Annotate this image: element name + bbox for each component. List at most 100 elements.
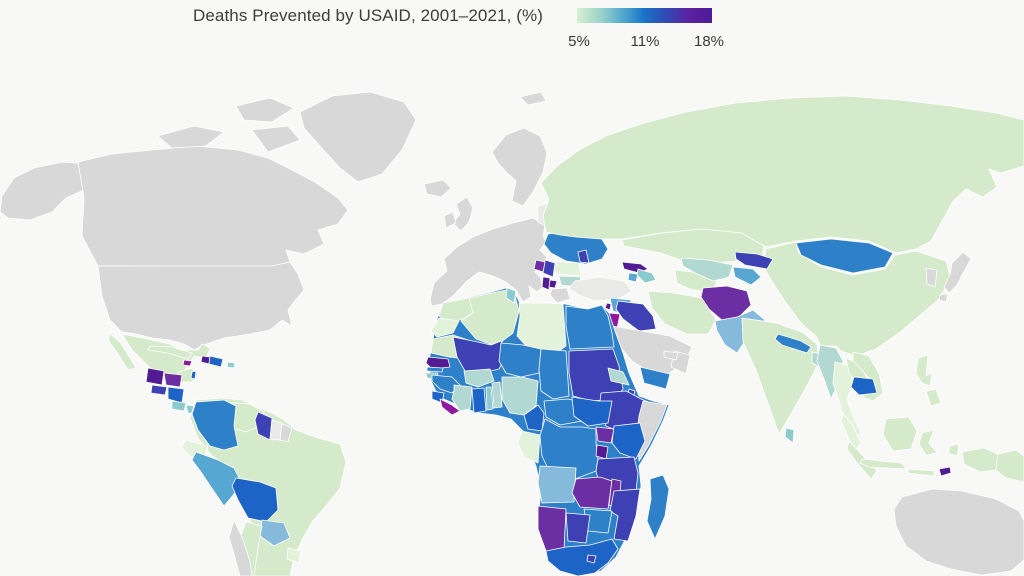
country-albania[interactable]: [541, 276, 551, 291]
country-benin[interactable]: [491, 381, 503, 409]
country-guatemala[interactable]: [145, 367, 165, 386]
country-kyrgyzstan[interactable]: [734, 251, 774, 270]
country-south-africa[interactable]: [545, 538, 619, 576]
country-uae: [663, 350, 679, 361]
country-uzbekistan[interactable]: [680, 257, 734, 282]
country-greenland: [299, 91, 417, 183]
country-iceland: [423, 179, 452, 198]
country-angola[interactable]: [537, 465, 577, 504]
country-egypt[interactable]: [565, 304, 615, 350]
country-australia: [893, 488, 1024, 576]
country-gabon-congo[interactable]: [517, 430, 541, 464]
country-papua-new-guinea[interactable]: [995, 449, 1024, 483]
country-philippines[interactable]: [925, 388, 942, 407]
country-indonesia[interactable]: [918, 429, 938, 456]
country-namibia[interactable]: [537, 505, 567, 552]
country-moldova[interactable]: [577, 249, 590, 264]
country-canada: [235, 97, 295, 123]
country-sri-lanka[interactable]: [784, 427, 795, 444]
country-armenia[interactable]: [627, 272, 639, 283]
country-nicaragua[interactable]: [167, 386, 185, 404]
country-eritrea[interactable]: [607, 367, 630, 386]
country-uganda[interactable]: [595, 426, 615, 444]
country-iran[interactable]: [647, 290, 717, 335]
country-azerbaijan[interactable]: [636, 268, 657, 284]
country-south-sudan[interactable]: [571, 396, 613, 427]
country-indonesia[interactable]: [907, 468, 936, 477]
country-ghana[interactable]: [471, 387, 487, 414]
country-cameroon[interactable]: [523, 404, 545, 432]
country-gambia[interactable]: [426, 366, 444, 373]
country-haiti[interactable]: [200, 355, 211, 365]
country-jamaica[interactable]: [182, 359, 193, 367]
country-japan: [943, 251, 972, 294]
page-title: Deaths Prevented by USAID, 2001–2021, (%…: [193, 6, 543, 25]
country-cuba[interactable]: [147, 345, 193, 360]
country-indonesia[interactable]: [882, 416, 918, 452]
country-tunisia[interactable]: [505, 287, 517, 304]
country-madagascar[interactable]: [646, 474, 670, 540]
country-indonesia[interactable]: [947, 443, 960, 457]
country-tajikistan[interactable]: [732, 266, 762, 286]
country-costa-rica[interactable]: [171, 400, 187, 412]
country-niger[interactable]: [498, 342, 542, 378]
country-western-sahara[interactable]: [430, 317, 460, 338]
country-uruguay[interactable]: [286, 547, 302, 564]
country-united-kingdom: [452, 196, 474, 232]
country-chad[interactable]: [538, 348, 570, 400]
country-dominican-republic[interactable]: [208, 355, 224, 368]
country-belize[interactable]: [190, 370, 197, 380]
country-liberia[interactable]: [439, 398, 461, 416]
legend-gradient: [577, 8, 712, 23]
country-mexico[interactable]: [107, 333, 137, 371]
country-chile: [228, 519, 253, 576]
country-cote-divoire[interactable]: [451, 384, 473, 412]
country-canada: [251, 125, 301, 153]
country-iraq[interactable]: [615, 300, 657, 332]
country-zambia[interactable]: [571, 476, 613, 510]
country-philippines[interactable]: [915, 354, 933, 387]
country-kenya[interactable]: [611, 422, 646, 460]
country-togo[interactable]: [485, 386, 494, 411]
country-scandinavia: [491, 127, 548, 207]
country-honduras[interactable]: [163, 372, 183, 388]
country-cambodia[interactable]: [850, 376, 878, 396]
country-nepal[interactable]: [774, 333, 812, 354]
legend-tick-max: 18%: [693, 33, 725, 50]
country-canada: [157, 125, 225, 149]
country-turkey: [568, 276, 633, 302]
country-botswana[interactable]: [565, 512, 591, 544]
country-bosnia[interactable]: [533, 259, 546, 273]
country-timor-leste[interactable]: [938, 466, 952, 477]
country-french-guiana: [279, 423, 293, 443]
country-canada: [77, 145, 349, 268]
map-layer: [0, 91, 1024, 576]
country-ireland: [443, 211, 457, 229]
country-yemen[interactable]: [639, 366, 671, 390]
country-el-salvador[interactable]: [150, 384, 168, 396]
country-indonesia[interactable]: [961, 447, 999, 473]
country-rwanda-burundi[interactable]: [595, 444, 609, 460]
country-burkina-faso[interactable]: [463, 368, 495, 388]
country-russia[interactable]: [540, 95, 1024, 254]
country-north-macedonia[interactable]: [548, 279, 558, 289]
country-guinea[interactable]: [431, 374, 461, 394]
country-puerto-rico[interactable]: [226, 361, 236, 369]
country-mongolia[interactable]: [795, 238, 894, 274]
country-indonesia[interactable]: [859, 458, 908, 470]
country-peru[interactable]: [191, 451, 241, 507]
country-china[interactable]: [762, 241, 952, 357]
country-usa: [97, 261, 305, 351]
legend-tick-min: 5%: [568, 33, 590, 50]
country-somalia: [636, 400, 668, 462]
country-korea: [925, 267, 938, 288]
country-japan: [938, 293, 949, 303]
country-colombia[interactable]: [191, 399, 239, 451]
country-svalbard: [519, 91, 547, 106]
country-lesotho[interactable]: [586, 554, 597, 564]
country-greece: [549, 287, 571, 304]
country-guyana[interactable]: [254, 411, 273, 441]
country-lebanon[interactable]: [604, 302, 612, 311]
